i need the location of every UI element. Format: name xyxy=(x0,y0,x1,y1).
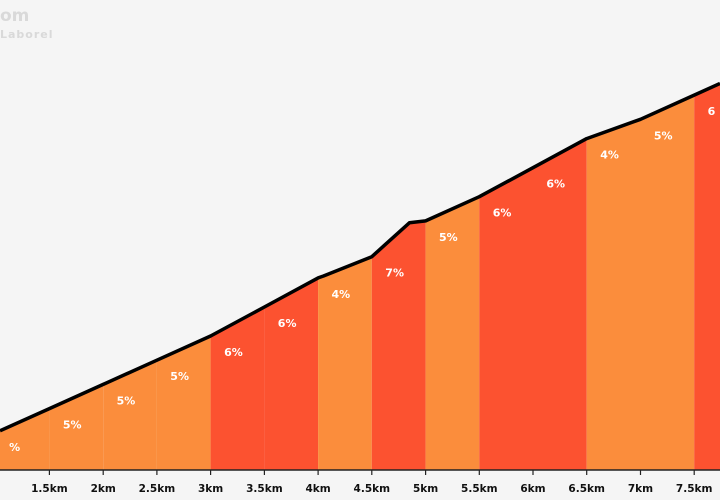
gradient-label: 6% xyxy=(493,207,512,220)
gradient-segment xyxy=(640,95,695,470)
x-tick-label: 3km xyxy=(198,483,223,495)
x-tick-label: 4.5km xyxy=(354,483,391,495)
gradient-label: 6% xyxy=(278,317,297,330)
gradient-label: 4% xyxy=(332,288,351,301)
x-tick-label: 2km xyxy=(91,483,116,495)
gradient-labels: % 5% 5% 5% 6% 6% 4% 7% 5% 6% 6% 4% 5% 6 xyxy=(9,105,716,454)
gradient-segment xyxy=(371,220,426,470)
gradient-segment xyxy=(264,277,319,470)
gradient-label: 5% xyxy=(654,129,673,142)
watermark-site: om xyxy=(0,6,30,26)
x-axis: 1.5km 2km 2.5km 3km 3.5km 4km 4.5km 5km 5.5km 6km… xyxy=(0,469,720,495)
gradient-label: 4% xyxy=(600,149,619,162)
gradient-segment xyxy=(103,360,157,470)
profile-line-layer xyxy=(0,81,720,433)
gradient-label: 5% xyxy=(439,231,458,244)
gradient-label: 7% xyxy=(385,267,404,280)
x-tick-label: 5km xyxy=(413,483,438,495)
gradient-segment xyxy=(479,167,533,470)
x-tick-label: 6km xyxy=(520,483,545,495)
x-tick-label: 7.5km xyxy=(676,483,713,495)
x-tick-label: 4km xyxy=(305,483,330,495)
gradient-segments xyxy=(0,83,720,471)
gradient-segment xyxy=(425,196,480,470)
x-tick-label: 6.5km xyxy=(568,483,605,495)
x-tick-label: 2.5km xyxy=(139,483,176,495)
gradient-label: % xyxy=(9,441,20,454)
x-tick-label: 3.5km xyxy=(246,483,283,495)
gradient-segment xyxy=(156,336,211,470)
watermark-subtitle: Laborel xyxy=(0,28,54,41)
gradient-segment xyxy=(694,83,720,470)
gradient-segment xyxy=(49,384,104,470)
gradient-segment xyxy=(210,307,265,470)
x-tick-label: 1.5km xyxy=(31,483,68,495)
x-tick-label: 5.5km xyxy=(461,483,498,495)
x-tick-label: 7km xyxy=(628,483,653,495)
gradient-label: 5% xyxy=(63,419,82,432)
gradient-label: 6 xyxy=(708,105,716,118)
gradient-segment xyxy=(533,138,587,470)
profile-line xyxy=(0,81,720,433)
gradient-segment xyxy=(0,408,50,470)
gradient-segment xyxy=(586,119,641,471)
gradient-label: 5% xyxy=(170,370,189,383)
gradient-label: 6% xyxy=(546,178,565,191)
gradient-label: 5% xyxy=(117,394,136,407)
gradient-segment xyxy=(318,256,372,470)
gradient-label: 6% xyxy=(224,346,243,359)
